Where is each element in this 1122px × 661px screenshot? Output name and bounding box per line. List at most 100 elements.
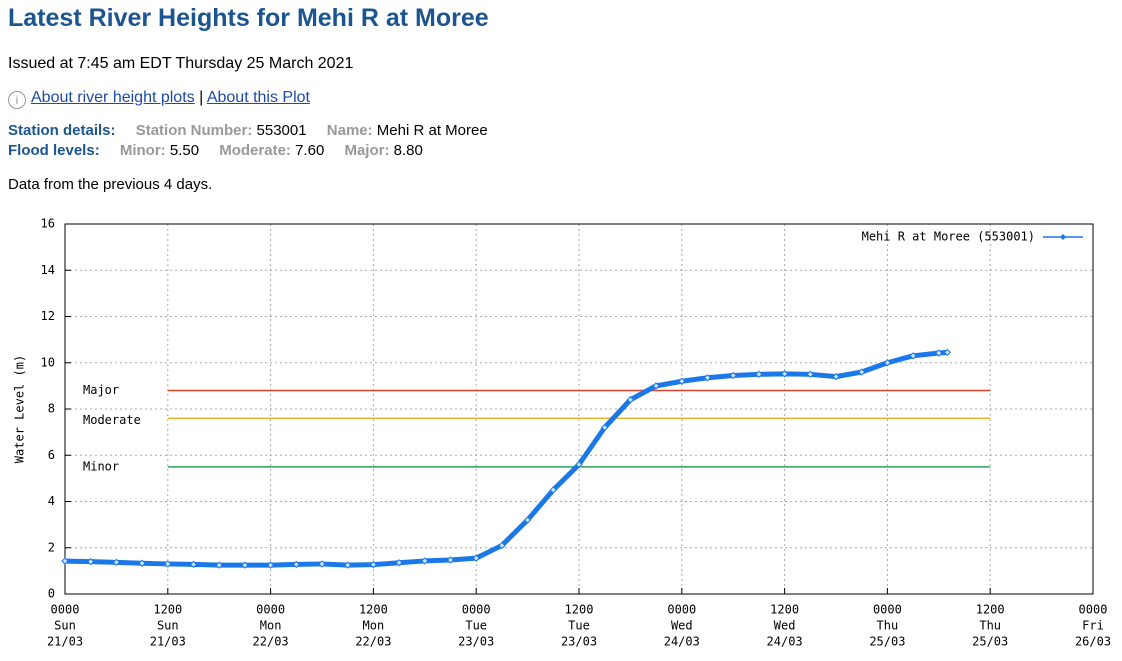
flood-level-label: Moderate [83,413,141,427]
x-tick-label: 24/03 [767,635,803,649]
point [780,370,789,378]
chart: 0 2 4 6 8 10 12 14 16 0000 Sun 21/03 1200 Sun 21/03 000… [13,217,1112,649]
x-tick-label: Thu [979,619,1001,633]
x-tick-label: 1200 [770,603,799,617]
x-tick-label: Fri [1082,619,1104,633]
y-tick-label: 8 [48,402,55,416]
info-icon: i [8,91,26,109]
x-tick-label: 21/03 [150,635,186,649]
page-title: Latest River Heights for Mehi R at Moree [8,4,489,32]
point [86,557,95,566]
value: 5.50 [169,142,200,159]
label: Minor: [119,142,166,159]
legend-marker [1060,234,1066,240]
x-tick-label: 0000 [256,603,285,617]
point [61,557,69,565]
y-axis-title: Water Level (m) [13,355,27,463]
station-row: Station details: Station Number: 553001 … [8,122,488,139]
y-tick-label: 12 [41,309,55,323]
point [883,359,892,367]
links: i About river height plots | About this P… [8,89,310,109]
point [755,370,763,379]
point [498,541,506,550]
point [318,560,326,568]
x-tick-label: Mon [363,619,385,633]
x-tick-label: Mon [260,619,282,633]
x-tick-label: Tue [465,619,487,633]
label: Major: [344,142,390,159]
y-tick-label: 14 [41,263,55,277]
x-tick-label: Wed [774,619,796,633]
x-tick-label: 1200 [976,603,1005,617]
point [138,559,146,567]
x-tick-label: 0000 [51,603,80,617]
point [857,368,866,376]
point [189,560,198,569]
x-tick-label: 25/03 [869,635,905,649]
issued-time: Issued at 7:45 am EDT Thursday 25 March … [8,55,354,72]
note: Data from the previous 4 days. [8,176,213,193]
value: 553001 [256,122,307,139]
point [215,561,223,569]
link[interactable]: About river height plots [31,89,195,106]
point [806,370,815,379]
point [523,516,532,524]
point [935,349,943,357]
series-line [64,349,948,568]
link[interactable]: About this Plot [206,89,310,106]
x-tick-label: 1200 [565,603,594,617]
y-tick-label: 4 [48,494,55,508]
y-tick-label: 16 [41,217,55,231]
plot-frame [64,223,1094,595]
value: Mehi R at Moree [376,122,488,139]
x-tick-label: 24/03 [664,635,700,649]
x-tick-label: 22/03 [355,635,391,649]
x-tick-label: 26/03 [1075,635,1111,649]
flood-level-label: Minor [83,459,119,473]
point [266,561,275,569]
value: 8.80 [393,142,423,159]
point [678,377,686,385]
x-tick-label: 22/03 [253,635,289,649]
flood-level-label: Major [83,383,119,397]
point [703,374,712,382]
label: Name: [326,122,373,139]
x-tick-label: Sun [157,619,179,633]
point [652,382,660,390]
point [472,554,480,562]
x-tick-label: 1200 [359,603,388,617]
point [421,557,429,565]
y-tick-label: 2 [48,540,55,554]
point [943,348,952,357]
point [626,396,635,404]
x-tick-label: 0000 [667,603,696,617]
flood-row: Flood levels: Minor: 5.50 Moderate: 7.60… [8,142,423,159]
x-tick-label: 0000 [462,603,491,617]
x-tick-label: Sun [54,619,76,633]
point [241,561,249,569]
label: Flood levels: [8,142,100,159]
legend-label: Mehi R at Moree (553001) [862,230,1035,244]
point [446,556,455,564]
separator: | [199,89,204,106]
point [832,372,840,381]
value: 7.60 [295,142,325,159]
point [164,560,172,568]
y-tick-label: 10 [41,355,55,369]
point [729,371,737,380]
x-tick-label: 0000 [1079,603,1108,617]
x-tick-label: 1200 [153,603,182,617]
point [343,561,352,569]
x-tick-label: Wed [671,619,693,633]
x-tick-label: Thu [877,619,899,633]
x-tick-label: 0000 [873,603,902,617]
label: Station Number: [135,122,253,139]
y-tick-label: 6 [48,448,55,462]
x-tick-label: Tue [568,619,590,633]
label: Station details: [8,122,116,139]
point [112,558,121,567]
point [575,460,583,469]
x-tick-label: 21/03 [47,635,83,649]
x-tick-label: 23/03 [458,635,494,649]
